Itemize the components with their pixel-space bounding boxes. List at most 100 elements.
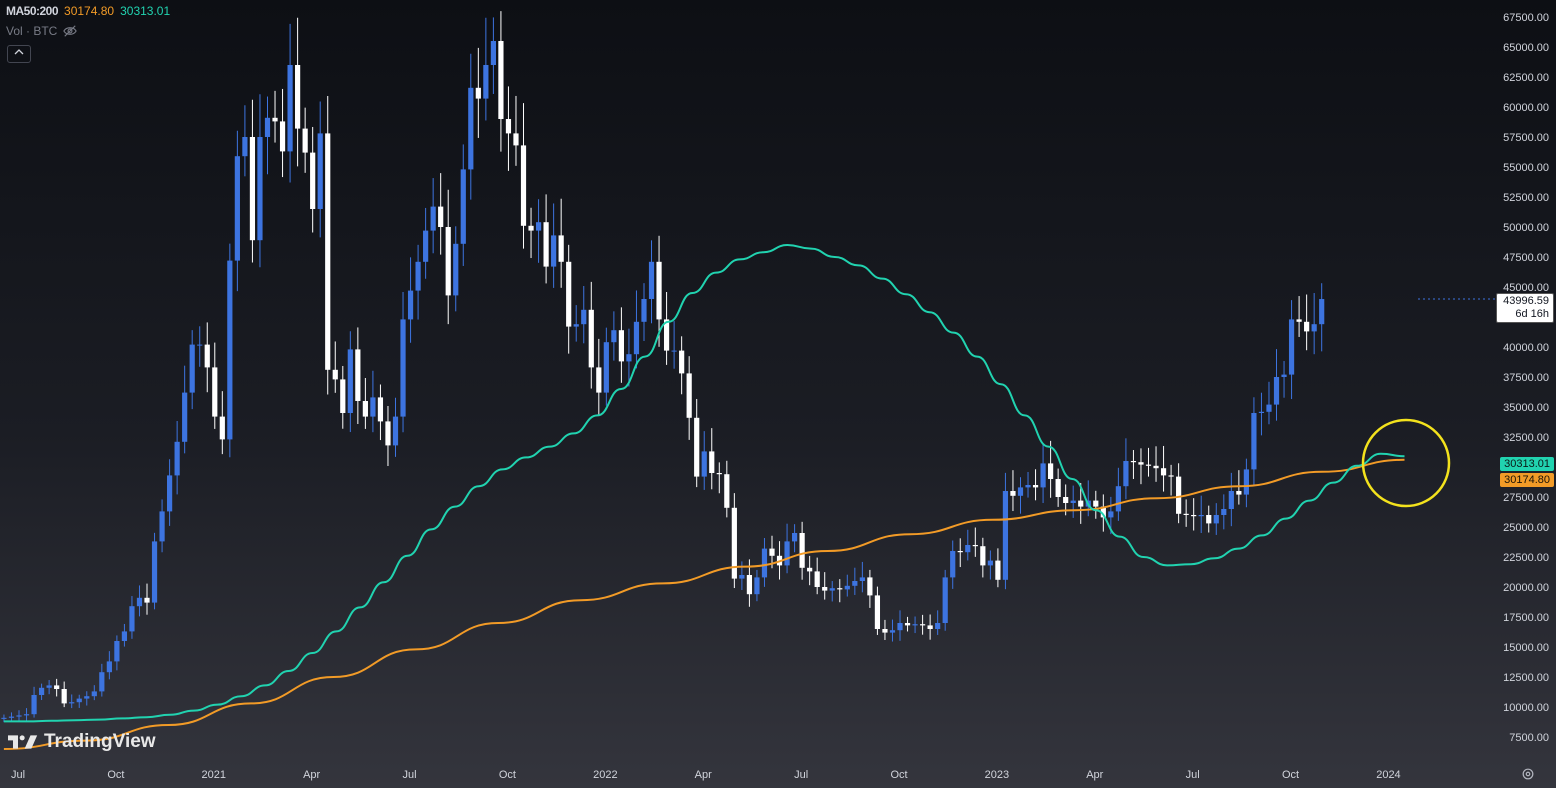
candle-body [114, 641, 120, 662]
candle-body [656, 261, 662, 320]
candle-body [279, 121, 286, 152]
candle-body [1251, 413, 1257, 470]
candle-body [347, 349, 353, 413]
price-axis-tick-label: 17500.00 [1503, 612, 1549, 624]
candle-body [1236, 491, 1242, 495]
price-axis-tick-label: 57500.00 [1503, 132, 1549, 144]
candle-body [31, 695, 37, 715]
candle-body [242, 137, 248, 157]
candle-body [227, 260, 233, 440]
time-axis-tick-label: Jul [1186, 769, 1200, 781]
time-axis-tick-label: Oct [107, 769, 124, 781]
candle-body [1281, 374, 1287, 377]
candle-body [69, 702, 75, 704]
candle-body [1100, 506, 1106, 518]
collapse-legend-button[interactable] [7, 45, 31, 63]
candle-body [1025, 485, 1031, 488]
candle-body [761, 548, 768, 578]
candle-body [129, 606, 135, 632]
candle-body [912, 624, 918, 626]
volume-legend[interactable]: Vol · BTC [6, 24, 78, 38]
candle-body [438, 206, 444, 227]
candle-body [159, 511, 165, 542]
candle-body [174, 441, 180, 476]
candle-body [46, 685, 52, 688]
candle-body [302, 128, 308, 153]
price-axis-tick-label: 25000.00 [1503, 522, 1549, 534]
time-axis-tick-label: Apr [303, 769, 320, 781]
candle-body [392, 416, 399, 446]
candle-body [490, 41, 496, 65]
candle-body [99, 672, 105, 692]
candle-body [784, 541, 790, 566]
candle-body [889, 630, 896, 633]
time-axis-tick-label: 2022 [593, 769, 617, 781]
candle-body [618, 330, 624, 362]
tradingview-logo[interactable]: TradingView [8, 731, 156, 753]
price-axis[interactable]: 7500.00 10000.00 12500.00 15000.00 17500.00 2… [1503, 12, 1549, 744]
ma50-line [3, 243, 1405, 723]
candle-body [754, 577, 760, 595]
candle-body [1258, 411, 1265, 413]
candle-body [505, 119, 512, 134]
candle-body [528, 225, 534, 231]
candle-body [1040, 463, 1046, 488]
candle-body [38, 687, 45, 695]
time-axis-tick-label: Jul [794, 769, 808, 781]
price-axis-tick-label: 10000.00 [1503, 702, 1549, 714]
candle-body [340, 379, 346, 413]
candle-body [935, 623, 941, 629]
candle-body [566, 261, 572, 327]
candle-body [1070, 500, 1076, 503]
candle-body [731, 507, 737, 579]
candle-body [520, 145, 527, 226]
candle-body [54, 685, 60, 689]
time-axis-tick-label: Oct [1282, 769, 1299, 781]
price-axis-tick-label: 22500.00 [1503, 552, 1549, 564]
candle-body [84, 696, 90, 699]
candle-body [1010, 491, 1016, 496]
candle-body [204, 344, 210, 368]
candle-body [1130, 461, 1137, 463]
candle-body [1198, 515, 1204, 517]
candle-body [807, 567, 813, 572]
candle-body [234, 156, 240, 261]
candle-body [603, 342, 609, 393]
candle-body [648, 261, 655, 299]
price-axis-tick-label: 50000.00 [1503, 222, 1549, 234]
candle-body [325, 133, 331, 370]
eye-hidden-icon[interactable] [63, 24, 78, 38]
candle-body [1319, 299, 1325, 325]
candle-body [121, 631, 128, 641]
volume-legend-label: Vol · BTC [6, 24, 58, 38]
ma-legend[interactable]: MA50:200 30174.80 30313.01 [6, 4, 170, 18]
candle-body [588, 309, 594, 368]
candle-body [468, 87, 474, 170]
candle-body [295, 65, 301, 129]
gear-icon[interactable] [1521, 767, 1535, 781]
time-axis-tick-label: Apr [695, 769, 712, 781]
candle-body [1138, 462, 1144, 465]
candle-body [407, 290, 414, 320]
candle-body [1115, 486, 1121, 512]
candle-body [558, 235, 564, 262]
candle-body [927, 625, 933, 629]
price-axis-tick-label: 47500.00 [1503, 252, 1549, 264]
candle-body [1191, 515, 1197, 517]
candle-body [1176, 476, 1182, 514]
price-axis-tick-label: 32500.00 [1503, 432, 1549, 444]
candle-body [1048, 463, 1054, 479]
price-axis-tick-label: 40000.00 [1503, 342, 1549, 354]
time-axis-tick-label: Apr [1086, 769, 1103, 781]
candle-body [791, 533, 798, 542]
candle-body [543, 222, 549, 267]
candle-body [1032, 485, 1039, 488]
candlestick-series [1, 11, 1325, 723]
price-axis-tick-label: 67500.00 [1503, 12, 1549, 24]
candle-body [551, 235, 557, 267]
candle-body [1206, 515, 1212, 524]
time-axis[interactable]: Jul Oct 2021 Apr Jul Oct 2022 Apr Jul Oct 2023 Apr J… [11, 769, 1401, 781]
candle-body [272, 117, 278, 122]
candle-body [264, 117, 271, 137]
